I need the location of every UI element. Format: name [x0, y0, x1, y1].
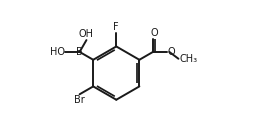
- Text: CH₃: CH₃: [179, 54, 197, 64]
- Text: Br: Br: [74, 95, 84, 105]
- Text: O: O: [150, 28, 158, 38]
- Text: HO: HO: [50, 47, 65, 57]
- Text: F: F: [114, 22, 119, 32]
- Text: OH: OH: [79, 29, 94, 39]
- Text: B: B: [76, 47, 83, 57]
- Text: O: O: [167, 47, 175, 57]
